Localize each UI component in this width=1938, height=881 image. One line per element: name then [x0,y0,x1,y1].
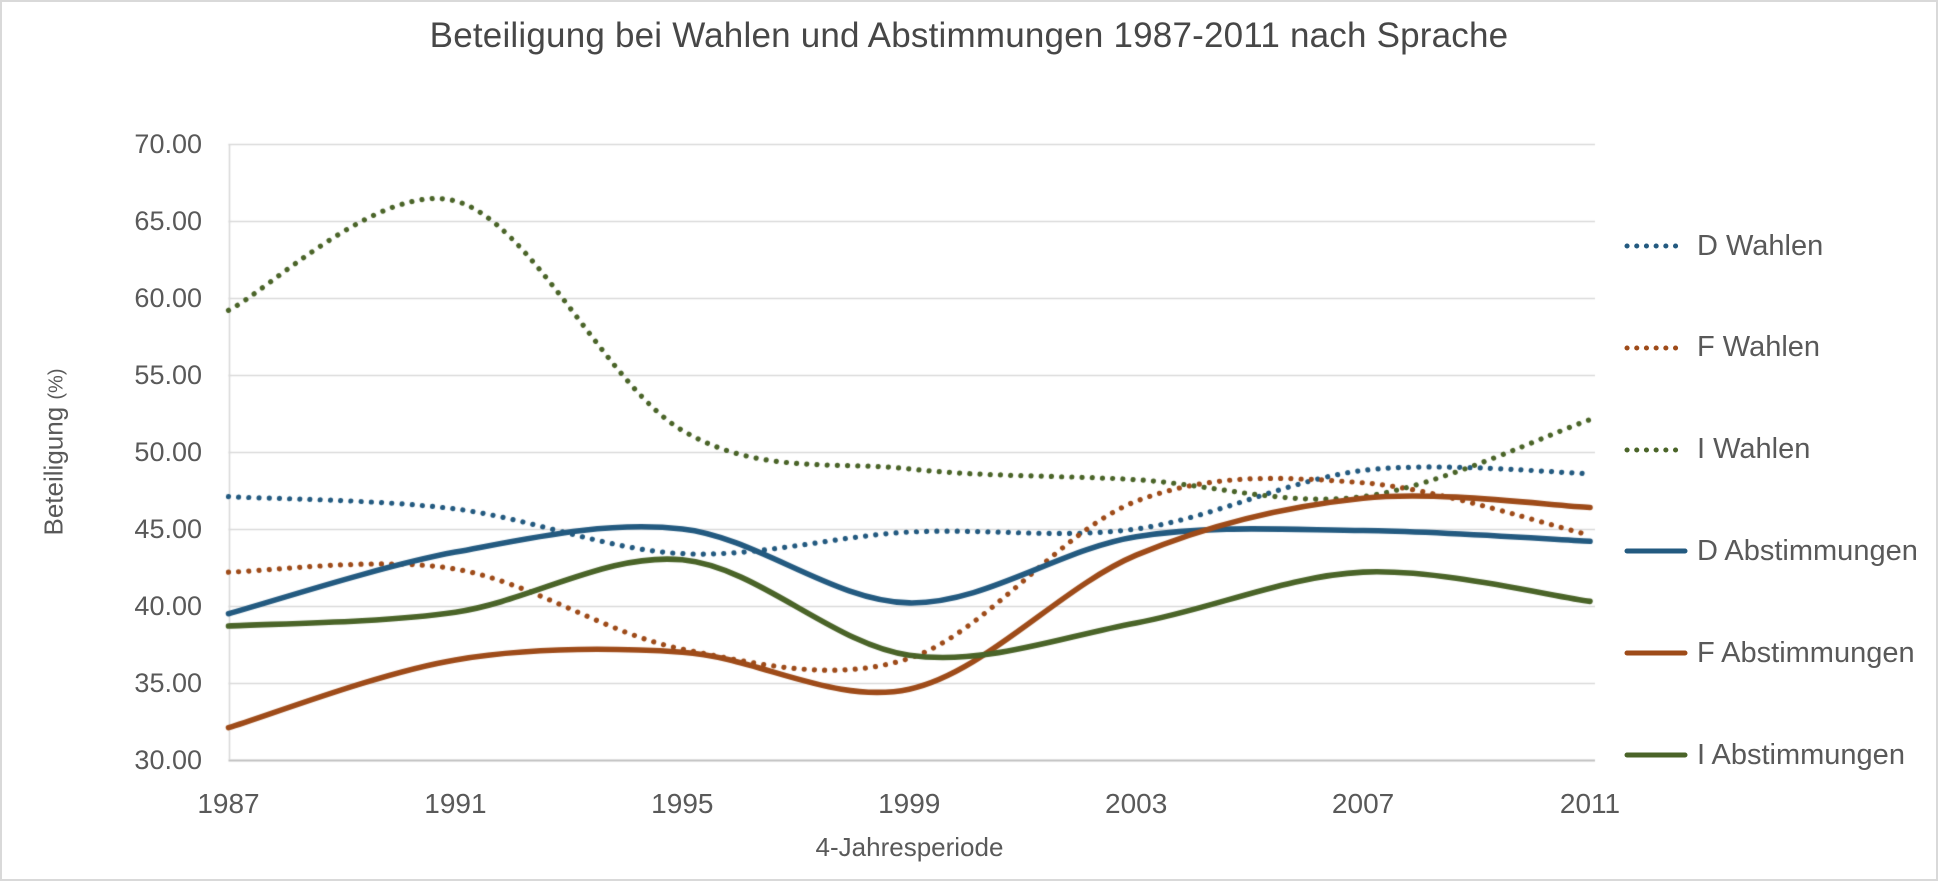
chart-title: Beteiligung bei Wahlen und Abstimmungen … [429,16,1509,55]
solid-line-sample-icon [1624,650,1688,656]
legend-item-f-abstimmungen: F Abstimmungen [1624,636,1915,670]
x-tick-label: 2003 [1105,788,1168,819]
legend-item-f-wahlen: F Wahlen [1624,331,1820,365]
legend-item-i-wahlen: I Wahlen [1624,433,1810,467]
legend-item-i-abstimmungen: I Abstimmungen [1624,738,1905,772]
x-tick-label: 2011 [1559,788,1621,819]
y-tick-label: 65.00 [134,206,202,236]
legend-label: F Abstimmungen [1697,636,1915,669]
y-tick-label: 45.00 [134,514,202,544]
dotted-line-sample-icon [1624,345,1688,351]
x-tick-label: 1987 [197,788,260,819]
y-tick-label: 70.00 [134,129,202,159]
solid-line-sample-icon [1624,548,1688,554]
x-axis-title: 4-Jahresperiode [815,832,1004,862]
y-tick-label: 35.00 [134,668,202,698]
legend-label: I Abstimmungen [1697,738,1905,771]
solid-line-sample-icon [1624,752,1688,758]
y-tick-label: 55.00 [134,360,202,390]
legend-label: F Wahlen [1697,331,1821,364]
y-tick-label: 50.00 [134,437,202,467]
legend-label: I Wahlen [1697,433,1811,466]
dotted-line-sample-icon [1624,243,1688,249]
y-tick-label: 40.00 [134,591,202,621]
legend-item-d-wahlen: D Wahlen [1624,229,1823,263]
x-tick-label: 2007 [1331,788,1395,819]
y-tick-label: 30.00 [134,745,202,775]
x-tick-label: 1995 [651,788,714,819]
x-tick-label: 1999 [878,788,941,819]
y-tick-label: 60.00 [134,283,202,313]
x-tick-label: 1991 [424,788,487,819]
dotted-line-sample-icon [1624,447,1688,453]
legend-label: D Wahlen [1697,229,1824,262]
legend-item-d-abstimmungen: D Abstimmungen [1624,534,1918,568]
legend-label: D Abstimmungen [1697,534,1918,567]
